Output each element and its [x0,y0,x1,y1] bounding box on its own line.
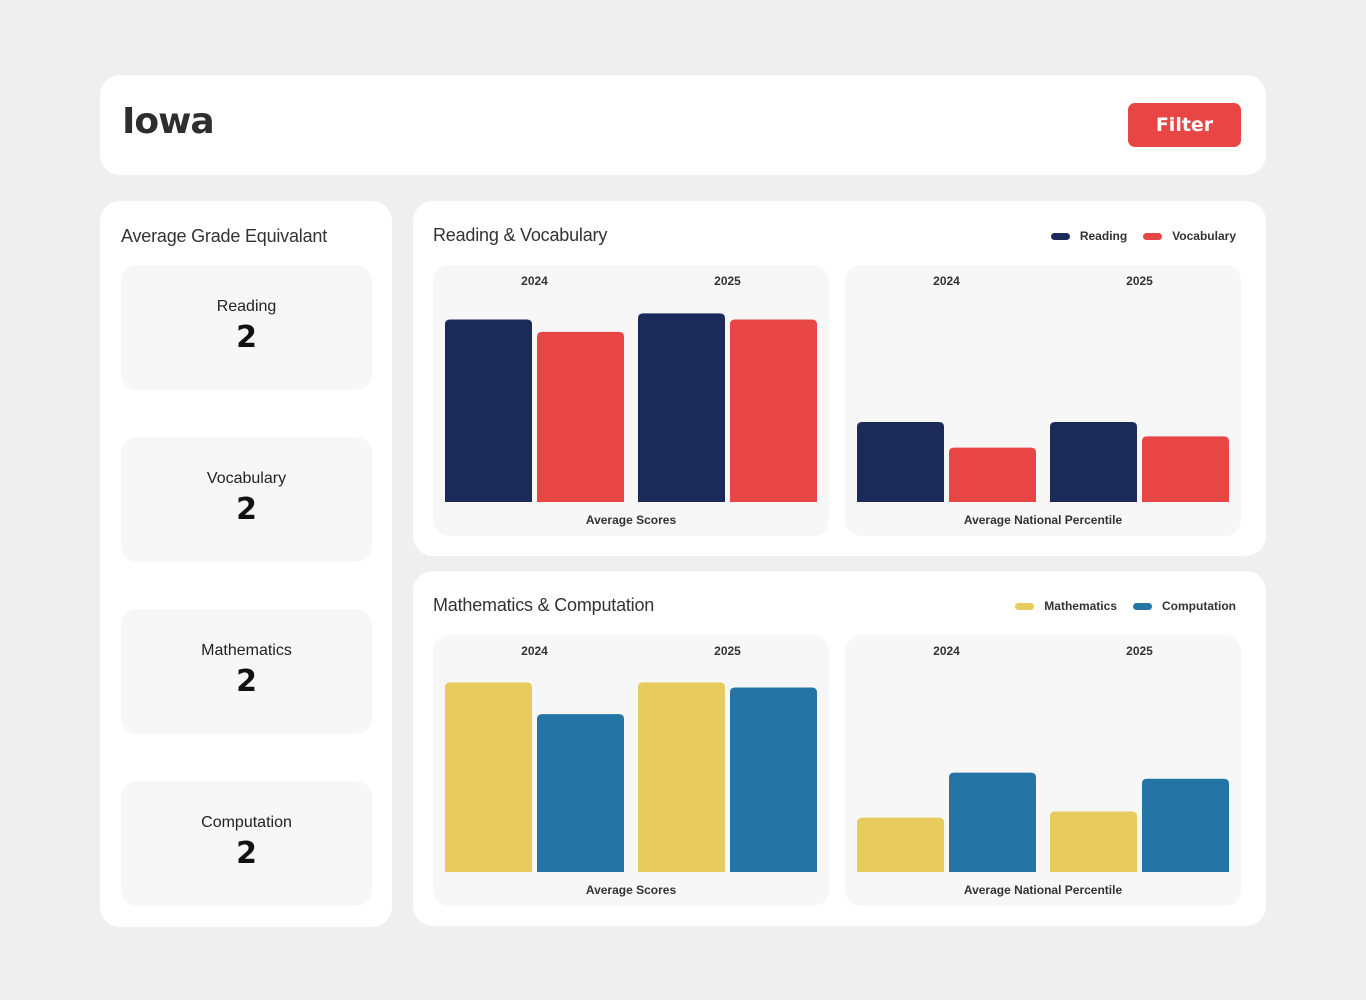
legend-label: Vocabulary [1172,229,1236,243]
chart-title: Average National Percentile [964,513,1123,527]
chart-title: Average Scores [586,883,677,897]
category-label-2025: 2025 [1126,644,1153,658]
legend-item-mathematics: Mathematics [1015,599,1117,613]
stat-card-mathematics: Mathematics 2 [121,609,372,734]
grade-equivalent-panel: Average Grade Equivalant Reading 2 Vocab… [100,201,392,927]
bar-computation-2025 [730,687,817,872]
bar-vocabulary-2024 [949,447,1036,502]
legend-swatch [1050,232,1070,240]
category-label-2024: 2024 [521,644,548,658]
reading-scores-chart: 2024 2025 Average Scores [433,265,829,536]
math-percentile-chart: 2024 2025 Average National Percentile [845,635,1241,906]
bar-computation-2025 [1142,778,1229,872]
stat-label: Reading [216,298,277,315]
stat-value: 2 [236,664,257,699]
bar-mathematics-2024 [857,817,944,872]
category-label-2025: 2025 [1126,274,1153,288]
legend-swatch [1143,232,1163,240]
legend-item-vocabulary: Vocabulary [1143,229,1236,243]
section-title: Reading & Vocabulary [433,225,608,245]
stat-value: 2 [236,320,257,355]
legend-label: Reading [1079,229,1128,243]
stat-value: 2 [236,492,257,527]
bar-reading-2025 [638,313,725,502]
page-title: Iowa [122,101,215,142]
category-label-2024: 2024 [933,274,960,288]
legend-label: Computation [1162,599,1236,613]
stat-value: 2 [236,836,257,871]
filter-button[interactable]: Filter [1128,103,1241,147]
bar-computation-2024 [537,714,624,872]
header-card: Iowa Filter [100,75,1266,175]
bar-mathematics-2025 [638,682,725,872]
math-computation-section: Mathematics & Computation Mathematics Co… [413,571,1266,926]
stat-card-computation: Computation 2 [121,781,372,906]
bar-vocabulary-2025 [1142,436,1229,502]
stat-label: Computation [201,814,292,831]
reading-percentile-svg: 2024 2025 Average National Percentile [857,274,1229,527]
math-scores-svg: 2024 2025 Average Scores [445,644,817,897]
stat-label: Vocabulary [206,470,287,487]
reading-vocabulary-section: Reading & Vocabulary Reading Vocabulary … [413,201,1266,556]
category-label-2024: 2024 [521,274,548,288]
stat-label: Mathematics [201,642,292,659]
chart-legend: Reading Vocabulary [1050,229,1236,243]
reading-percentile-chart: 2024 2025 Average National Percentile [845,265,1241,536]
bar-reading-2024 [445,319,532,502]
math-percentile-svg: 2024 2025 Average National Percentile [857,644,1229,897]
legend-label: Mathematics [1044,599,1117,613]
math-scores-chart: 2024 2025 Average Scores [433,635,829,906]
bar-vocabulary-2024 [537,331,624,502]
category-label-2025: 2025 [714,644,741,658]
chart-title: Average National Percentile [964,883,1123,897]
chart-legend: Mathematics Computation [1015,599,1236,613]
bar-vocabulary-2025 [730,319,817,502]
category-label-2025: 2025 [714,274,741,288]
legend-swatch [1015,602,1035,610]
stat-card-reading: Reading 2 [121,265,372,390]
stat-card-vocabulary: Vocabulary 2 [121,437,372,562]
bar-reading-2024 [857,422,944,502]
legend-item-reading: Reading [1050,229,1128,243]
bar-reading-2025 [1050,422,1137,502]
bar-mathematics-2024 [445,682,532,872]
legend-swatch [1133,602,1152,610]
legend-item-computation: Computation [1133,599,1236,613]
section-title: Mathematics & Computation [433,595,655,615]
grade-panel-title: Average Grade Equivalant [121,226,328,246]
chart-title: Average Scores [586,513,677,527]
category-label-2024: 2024 [933,644,960,658]
bar-computation-2024 [949,772,1036,872]
bar-mathematics-2025 [1050,811,1137,872]
reading-scores-svg: 2024 2025 Average Scores [445,274,817,527]
